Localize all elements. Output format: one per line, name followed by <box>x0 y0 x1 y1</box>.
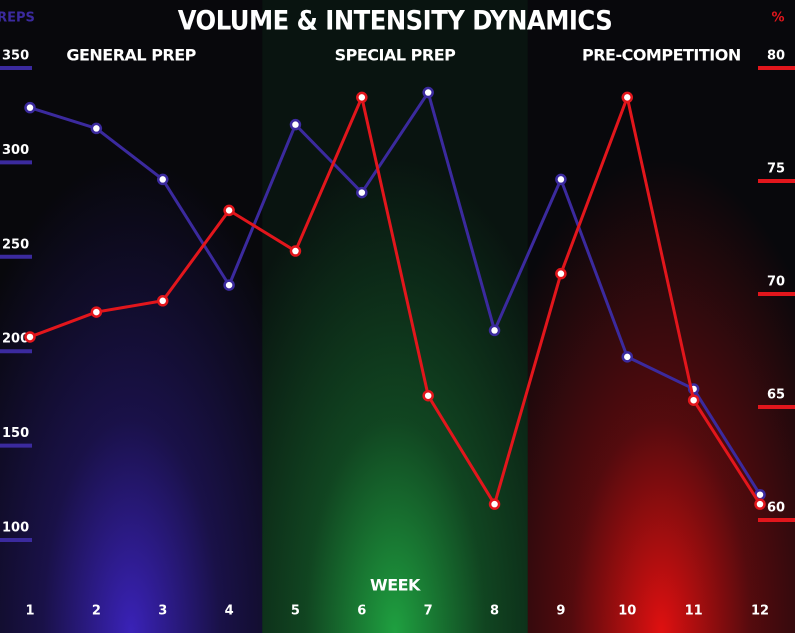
x-tick-label: 12 <box>751 604 769 619</box>
point <box>289 245 302 257</box>
y-axis-title: REPS <box>0 11 35 26</box>
point <box>90 306 103 318</box>
point <box>24 331 36 343</box>
point <box>488 498 501 510</box>
y-tick-label: 350 <box>2 49 29 64</box>
point <box>289 118 302 131</box>
series-line <box>29 95 762 506</box>
x-tick-label: 7 <box>424 604 433 619</box>
point <box>621 91 634 104</box>
x-axis-title: WEEK <box>370 576 421 595</box>
y-tick-label: 300 <box>2 143 29 158</box>
x-tick-label: 4 <box>225 604 234 619</box>
phase-band <box>0 0 263 633</box>
x-tick-label: 9 <box>556 604 565 619</box>
chart-title: VOLUME & INTENSITY DYNAMICS <box>178 6 613 37</box>
point <box>555 173 567 186</box>
phase-label: SPECIAL PREP <box>335 46 457 65</box>
x-tick-label: 1 <box>25 604 34 619</box>
x-tick-label: 8 <box>490 604 499 619</box>
x-tick-label: 11 <box>685 604 703 619</box>
y-tick-label: 200 <box>2 332 29 347</box>
point <box>488 324 501 337</box>
y2-tick-label: 70 <box>767 275 785 290</box>
point <box>24 101 36 114</box>
point <box>621 351 634 363</box>
point <box>156 173 169 186</box>
series-line <box>29 91 762 496</box>
point <box>754 498 766 510</box>
y2-tick-label: 75 <box>767 162 785 177</box>
point <box>555 267 567 280</box>
phase-label: GENERAL PREP <box>66 46 196 65</box>
point <box>687 394 700 406</box>
y-tick-label: 250 <box>2 237 29 252</box>
phase-band <box>527 0 795 633</box>
point <box>422 86 434 99</box>
y-tick-label: 150 <box>2 426 29 441</box>
phase-band <box>262 0 528 633</box>
x-tick-label: 3 <box>158 604 167 619</box>
point <box>223 204 235 217</box>
y2-axis-title: % <box>771 11 784 26</box>
x-tick-label: 10 <box>618 604 636 619</box>
x-tick-label: 5 <box>291 604 300 619</box>
y2-tick-label: 65 <box>767 388 785 403</box>
x-tick-label: 6 <box>357 604 366 619</box>
y2-tick-label: 80 <box>767 49 785 64</box>
point <box>223 279 235 291</box>
x-tick-label: 2 <box>92 604 101 619</box>
phase-label: PRE-COMPETITION <box>582 46 741 65</box>
y-tick-label: 100 <box>2 521 29 536</box>
point <box>356 91 368 104</box>
point <box>156 295 169 307</box>
point <box>356 186 368 199</box>
point <box>422 389 434 402</box>
y2-tick-label: 60 <box>767 501 785 516</box>
point <box>90 122 103 135</box>
